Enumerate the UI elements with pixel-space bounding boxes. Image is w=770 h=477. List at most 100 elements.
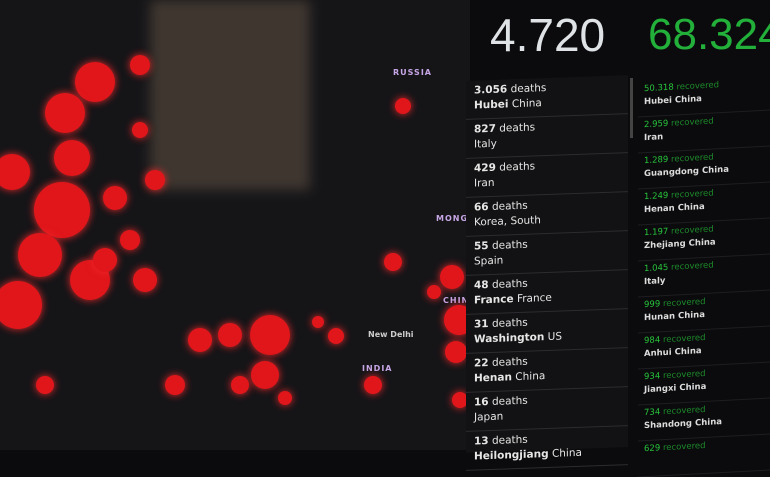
recovered-count: 1.045 — [644, 262, 669, 275]
case-marker[interactable] — [250, 315, 290, 355]
case-marker[interactable] — [188, 328, 212, 352]
case-marker[interactable] — [133, 268, 157, 292]
case-marker[interactable] — [445, 341, 467, 363]
case-marker[interactable] — [132, 122, 148, 138]
death-count: 22 — [474, 357, 489, 370]
region: Hunan — [644, 311, 676, 324]
deaths-list-item[interactable]: 48 deaths France France — [466, 270, 628, 315]
map-label-india: INDIA — [362, 364, 393, 373]
case-marker[interactable] — [130, 55, 150, 75]
country: China — [551, 446, 582, 460]
death-unit: deaths — [491, 316, 528, 330]
case-marker[interactable] — [36, 376, 54, 394]
deaths-list[interactable]: 3.056 deaths Hubei China 827 deaths Italy 4… — [466, 75, 628, 471]
recovered-count: 629 — [644, 443, 661, 455]
country: Iran — [474, 176, 495, 190]
case-marker[interactable] — [440, 265, 464, 289]
recovered-unit: recovered — [662, 440, 706, 454]
case-marker[interactable] — [103, 186, 127, 210]
case-marker[interactable] — [165, 375, 185, 395]
case-marker[interactable] — [34, 182, 90, 238]
death-unit: deaths — [491, 355, 528, 369]
recovered-unit: recovered — [662, 332, 706, 346]
case-marker[interactable] — [0, 154, 30, 190]
country: China — [515, 370, 546, 384]
deaths-list-item[interactable]: 429 deaths Iran — [466, 153, 628, 198]
cases-map[interactable]: RUSSIA MONGO CHINA New Delhi INDIA — [0, 0, 475, 450]
case-marker[interactable] — [278, 391, 292, 405]
country: China — [679, 381, 707, 394]
case-marker[interactable] — [312, 316, 324, 328]
death-unit: deaths — [491, 277, 528, 291]
recovered-count: 1.289 — [644, 154, 669, 167]
country: China — [688, 237, 716, 249]
region: Hubei — [474, 98, 509, 112]
scrollbar[interactable] — [630, 78, 633, 138]
deaths-list-item[interactable]: 16 deaths Japan — [466, 387, 628, 432]
recovered-count: 984 — [644, 335, 661, 347]
map-label-new-delhi: New Delhi — [368, 330, 414, 339]
case-marker[interactable] — [427, 285, 441, 299]
case-marker[interactable] — [75, 62, 115, 102]
death-count: 827 — [474, 122, 496, 136]
case-marker[interactable] — [0, 281, 42, 329]
map-label-china: CHINA — [443, 296, 477, 305]
country: China — [677, 309, 705, 322]
map-label-mongolia: MONGO — [436, 214, 476, 223]
case-marker[interactable] — [231, 376, 249, 394]
country: China — [695, 417, 722, 429]
deaths-list-item[interactable]: 3.056 deaths Hubei China — [466, 75, 628, 120]
recovered-count: 999 — [644, 299, 661, 311]
recovered-unit: recovered — [662, 404, 706, 418]
region: France — [474, 293, 514, 307]
case-marker[interactable] — [218, 323, 242, 347]
country: China — [511, 97, 542, 111]
recovered-unit: recovered — [662, 368, 706, 382]
recovered-list-item[interactable]: 629 recovered — [638, 434, 770, 477]
case-marker[interactable] — [18, 233, 62, 277]
death-count: 66 — [474, 201, 489, 214]
case-marker[interactable] — [384, 253, 402, 271]
recovered-unit: recovered — [671, 260, 714, 273]
deaths-list-item[interactable]: 13 deaths Heilongjiang China — [466, 426, 628, 471]
recovered-count: 1.249 — [644, 190, 669, 203]
case-marker[interactable] — [145, 170, 165, 190]
region: Guangdong — [644, 166, 699, 180]
recovered-unit: recovered — [662, 296, 706, 310]
death-unit: deaths — [510, 82, 547, 96]
country: Korea, South — [474, 214, 541, 229]
country: Spain — [474, 254, 504, 268]
region: Jiangxi — [644, 383, 677, 396]
region: Shandong — [644, 418, 693, 432]
case-marker[interactable] — [93, 248, 117, 272]
recovered-unit: recovered — [671, 116, 714, 129]
death-count: 13 — [474, 435, 489, 448]
deaths-list-item[interactable]: 66 deaths Korea, South — [466, 192, 628, 237]
deaths-list-item[interactable]: 31 deaths Washington US — [466, 309, 628, 354]
region: Henan — [644, 203, 675, 216]
recovered-count: 50.318 — [644, 82, 674, 95]
case-marker[interactable] — [251, 361, 279, 389]
deaths-list-item[interactable]: 55 deaths Spain — [466, 231, 628, 276]
case-marker[interactable] — [45, 93, 85, 133]
deaths-list-item[interactable]: 22 deaths Henan China — [466, 348, 628, 393]
recovered-unit: recovered — [671, 188, 714, 201]
case-marker[interactable] — [395, 98, 411, 114]
case-marker[interactable] — [120, 230, 140, 250]
death-unit: deaths — [491, 394, 528, 408]
region: Heilongjiang — [474, 447, 549, 463]
recovered-count: 934 — [644, 371, 661, 383]
death-unit: deaths — [499, 121, 536, 135]
death-count: 429 — [474, 161, 496, 175]
death-unit: deaths — [491, 238, 528, 252]
recovered-count: 1.197 — [644, 226, 669, 239]
deaths-list-item[interactable]: 827 deaths Italy — [466, 114, 628, 159]
recovered-list[interactable]: 50.318 recovered Hubei China 2.959 recover… — [638, 74, 770, 477]
case-marker[interactable] — [328, 328, 344, 344]
case-marker[interactable] — [452, 392, 468, 408]
country: Italy — [474, 137, 497, 151]
case-marker[interactable] — [54, 140, 90, 176]
region: Hubei — [644, 95, 672, 108]
case-marker[interactable] — [364, 376, 382, 394]
death-count: 3.056 — [474, 83, 508, 97]
